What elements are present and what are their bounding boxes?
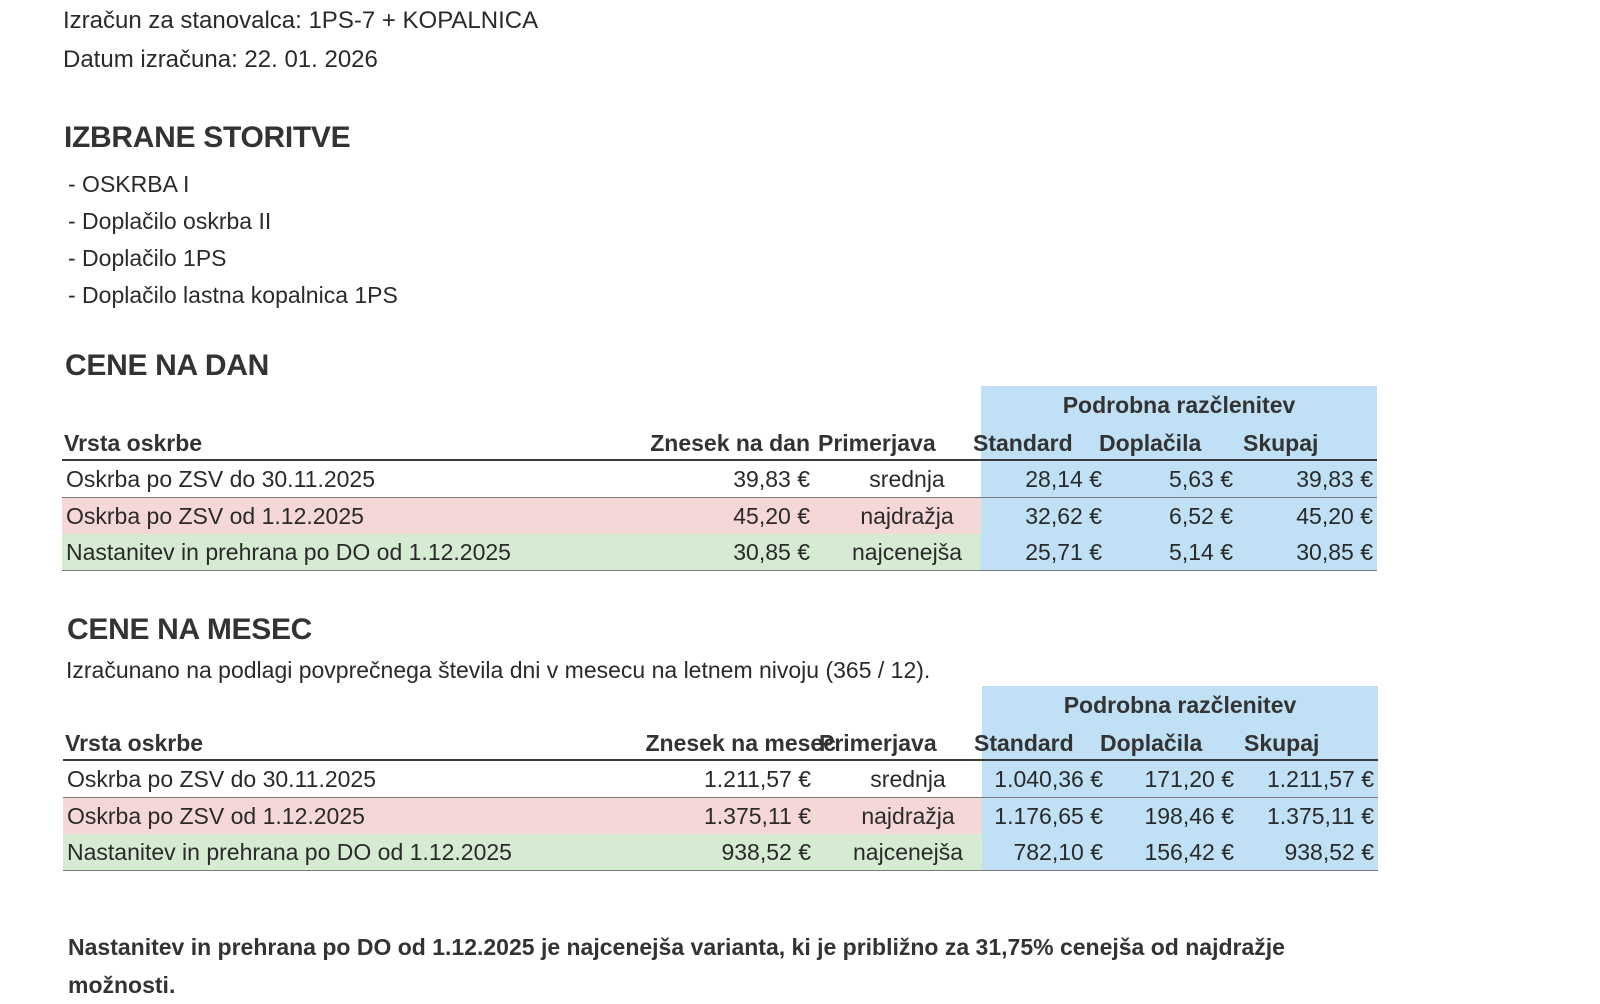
cell-comparison: najcenejša: [852, 539, 962, 565]
cell-amount: 39,83 €: [733, 466, 810, 492]
cell-total: 30,85 €: [1296, 539, 1373, 565]
cell-total: 1.211,57 €: [1266, 766, 1374, 792]
cell-comparison: najdražja: [861, 803, 955, 829]
row-rule: [63, 797, 1378, 798]
col-header-surcharges: Doplačila: [1099, 430, 1202, 456]
breakdown-group-header: Podrobna razčlenitev: [1063, 692, 1297, 718]
cell-standard: 1.176,65 €: [994, 803, 1103, 829]
cell-type: Oskrba po ZSV do 30.11.2025: [67, 766, 376, 792]
cell-comparison: najdražja: [860, 503, 954, 529]
table-row: Oskrba po ZSV od 1.12.2025 45,20 € najdr…: [62, 498, 1377, 535]
col-header-total: Skupaj: [1243, 430, 1319, 456]
cell-total: 39,83 €: [1296, 466, 1373, 492]
daily-table: Podrobna razčlenitev Vrsta oskrbe Znesek…: [62, 386, 1377, 571]
col-header-surcharges: Doplačila: [1100, 730, 1203, 756]
cell-surcharges: 156,42 €: [1144, 839, 1234, 865]
cell-type: Nastanitev in prehrana po DO od 1.12.202…: [66, 539, 511, 565]
cell-comparison: srednja: [870, 766, 946, 792]
col-header-comparison: Primerjava: [818, 430, 936, 456]
table-row: Oskrba po ZSV od 1.12.2025 1.375,11 € na…: [63, 798, 1378, 835]
cell-surcharges: 5,14 €: [1169, 539, 1233, 565]
cell-surcharges: 198,46 €: [1144, 803, 1234, 829]
col-header-type: Vrsta oskrbe: [65, 730, 204, 756]
col-header-total: Skupaj: [1244, 730, 1320, 756]
cell-standard: 1.040,36 €: [994, 766, 1103, 792]
table-row: Oskrba po ZSV do 30.11.2025 39,83 € sred…: [62, 461, 1377, 498]
resident-line: Izračun za stanovalca: 1PS-7 + KOPALNICA: [63, 7, 539, 34]
table-row: Nastanitev in prehrana po DO od 1.12.202…: [62, 534, 1377, 571]
cell-type: Oskrba po ZSV do 30.11.2025: [66, 466, 375, 492]
cell-total: 1.375,11 €: [1266, 803, 1374, 829]
header-rule: [63, 759, 1378, 761]
cell-standard: 32,62 €: [1025, 503, 1102, 529]
services-heading: IZBRANE STORITVE: [64, 121, 351, 154]
cell-surcharges: 171,20 €: [1144, 766, 1234, 792]
cell-amount: 1.375,11 €: [703, 803, 811, 829]
cell-type: Oskrba po ZSV od 1.12.2025: [66, 503, 364, 529]
col-header-standard: Standard: [973, 430, 1073, 456]
list-item: - Doplačilo 1PS: [68, 245, 227, 271]
table-row: Oskrba po ZSV do 30.11.2025 1.211,57 € s…: [63, 761, 1378, 798]
list-item: - Doplačilo lastna kopalnica 1PS: [68, 282, 398, 308]
cell-total: 45,20 €: [1296, 503, 1373, 529]
cell-comparison: najcenejša: [853, 839, 963, 865]
cell-standard: 782,10 €: [1013, 839, 1103, 865]
row-rule: [63, 870, 1378, 871]
monthly-heading: CENE NA MESEC: [67, 613, 313, 646]
cell-type: Oskrba po ZSV od 1.12.2025: [67, 803, 365, 829]
cell-surcharges: 6,52 €: [1169, 503, 1233, 529]
conclusion-note: Nastanitev in prehrana po DO od 1.12.202…: [68, 934, 1285, 998]
header-rule: [62, 459, 1377, 461]
services-list: - OSKRBA I - Doplačilo oskrba II - Dopla…: [68, 166, 398, 314]
row-rule: [62, 570, 1377, 571]
col-header-comparison: Primerjava: [819, 730, 937, 756]
col-header-type: Vrsta oskrbe: [64, 430, 203, 456]
date-line: Datum izračuna: 22. 01. 2026: [63, 46, 378, 73]
daily-heading: CENE NA DAN: [65, 349, 269, 382]
cell-amount: 45,20 €: [733, 503, 810, 529]
cell-amount: 1.211,57 €: [703, 766, 811, 792]
cell-type: Nastanitev in prehrana po DO od 1.12.202…: [67, 839, 512, 865]
col-header-standard: Standard: [974, 730, 1074, 756]
col-header-amount: Znesek na dan: [650, 430, 810, 456]
table-row: Nastanitev in prehrana po DO od 1.12.202…: [63, 834, 1378, 871]
col-header-amount: Znesek na mesec: [645, 730, 836, 756]
list-item: - OSKRBA I: [68, 171, 190, 197]
row-rule: [62, 497, 1377, 498]
cell-amount: 30,85 €: [733, 539, 810, 565]
cell-comparison: srednja: [869, 466, 945, 492]
cell-total: 938,52 €: [1284, 839, 1374, 865]
monthly-table: Podrobna razčlenitev Vrsta oskrbe Znesek…: [63, 686, 1378, 871]
cell-standard: 28,14 €: [1025, 466, 1102, 492]
list-item: - Doplačilo oskrba II: [68, 208, 272, 234]
cell-surcharges: 5,63 €: [1169, 466, 1233, 492]
cell-standard: 25,71 €: [1025, 539, 1102, 565]
breakdown-group-header: Podrobna razčlenitev: [1062, 392, 1296, 418]
monthly-subtitle: Izračunano na podlagi povprečnega števil…: [66, 657, 931, 683]
cell-amount: 938,52 €: [721, 839, 811, 865]
